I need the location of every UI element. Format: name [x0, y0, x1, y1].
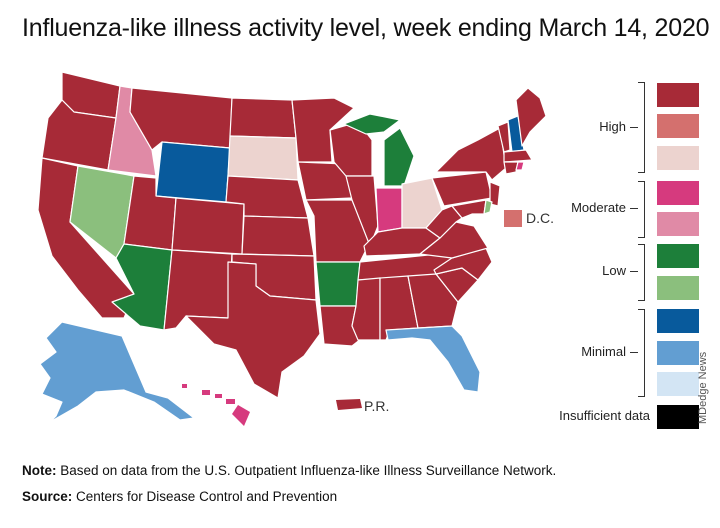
- state-alaska: [35, 321, 195, 437]
- legend-bracket-high: [638, 82, 645, 173]
- state-indiana: [375, 187, 403, 233]
- legend-swatch-minimal-3: [657, 372, 699, 396]
- legend-label-low: Low: [602, 263, 626, 278]
- legend-bracket-minimal: [638, 309, 645, 397]
- legend-label-minimal: Minimal: [581, 344, 626, 359]
- territory-puerto-rico: [336, 399, 362, 410]
- state-colorado: [171, 197, 245, 255]
- legend-swatch-low-1: [657, 244, 699, 268]
- legend-swatch-minimal-1: [657, 309, 699, 333]
- state-new-jersey: [489, 181, 501, 207]
- legend-swatch-minimal-2: [657, 341, 699, 365]
- state-minnesota: [291, 97, 355, 163]
- footnote-note: Note: Based on data from the U.S. Outpat…: [22, 463, 556, 478]
- pr-label: P.R.: [364, 398, 390, 414]
- legend-swatch-low-2: [657, 276, 699, 300]
- legend-swatch-moderate-1: [657, 181, 699, 205]
- chart-title: Influenza-like illness activity level, w…: [22, 14, 710, 42]
- note-label: Note:: [22, 463, 57, 478]
- legend-tick-low: [630, 271, 638, 272]
- state-texas: [185, 261, 321, 399]
- legend-tick-moderate: [630, 208, 638, 209]
- legend-tick-high: [630, 127, 638, 128]
- state-vermont: [497, 121, 511, 153]
- source-label: Source:: [22, 489, 73, 504]
- legend-label-moderate: Moderate: [571, 200, 626, 215]
- state-maryland: [451, 199, 487, 219]
- state-maine: [515, 87, 547, 147]
- legend-bracket-low: [638, 244, 645, 301]
- legend-swatch-high-3: [657, 146, 699, 170]
- state-connecticut: [503, 161, 519, 175]
- legend-swatch-high-1: [657, 83, 699, 107]
- footnote-source: Source: Centers for Disease Control and …: [22, 489, 337, 504]
- legend-swatch-insufficient: [657, 405, 699, 429]
- state-new-york: [435, 127, 507, 181]
- dc-marker: [504, 210, 522, 227]
- legend-swatch-moderate-2: [657, 212, 699, 236]
- state-florida: [385, 325, 481, 393]
- state-delaware: [483, 199, 493, 215]
- legend-swatch-high-2: [657, 114, 699, 138]
- state-arkansas: [315, 261, 361, 307]
- state-michigan-lower: [383, 127, 415, 187]
- legend-tick-minimal: [630, 352, 638, 353]
- state-massachusetts: [503, 149, 533, 163]
- legend-bracket-moderate: [638, 181, 645, 238]
- dc-label: D.C.: [526, 210, 554, 226]
- state-georgia: [407, 273, 459, 329]
- state-wyoming: [155, 141, 231, 203]
- state-south-dakota: [227, 135, 299, 181]
- legend-label-high: High: [599, 119, 626, 134]
- state-hawaii: [182, 384, 250, 426]
- source-text: Centers for Disease Control and Preventi…: [72, 489, 338, 504]
- credit-line: MDedge News: [697, 351, 709, 424]
- note-text: Based on data from the U.S. Outpatient I…: [56, 463, 557, 478]
- state-north-dakota: [229, 97, 297, 139]
- state-rhode-island: [515, 161, 525, 171]
- legend-label-insufficient: Insufficient data: [559, 408, 650, 423]
- state-michigan-upper: [343, 113, 401, 135]
- state-kansas: [241, 215, 315, 257]
